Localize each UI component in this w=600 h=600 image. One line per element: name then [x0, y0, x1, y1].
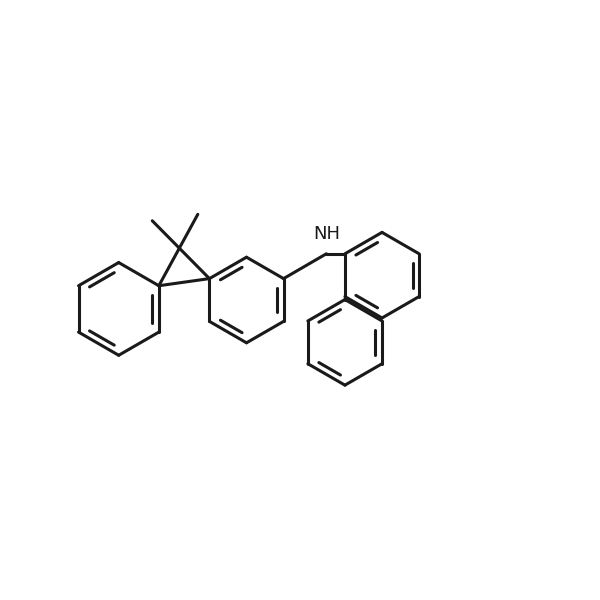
Text: NH: NH — [313, 225, 340, 243]
